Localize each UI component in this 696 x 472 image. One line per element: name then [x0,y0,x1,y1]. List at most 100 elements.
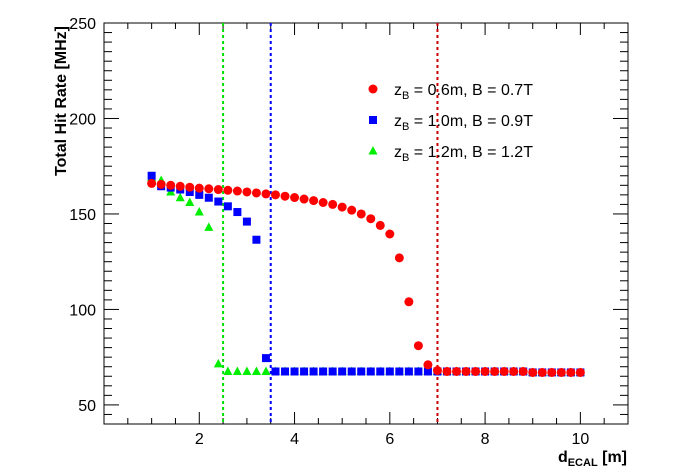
data-point [490,366,500,376]
y-tick-label: 50 [78,398,96,415]
data-point [423,367,432,376]
data-point [233,208,242,217]
data-point [556,367,566,377]
x-tick-label: 6 [385,431,394,448]
data-point [328,367,337,376]
data-point [413,341,423,351]
y-axis-title: Total Hit Rate [MHz] [53,26,70,176]
x-axis-title-main: d [558,449,568,466]
data-point [223,366,233,375]
plot-frame [103,22,629,425]
legend-label-main: z [394,82,402,99]
data-point [185,182,195,192]
y-tick-label: 100 [69,302,96,319]
data-point [338,367,347,376]
data-point [385,367,394,376]
data-point [223,185,233,195]
data-point [290,193,300,203]
data-point [299,194,309,204]
data-point [537,367,547,377]
data-point [194,183,204,193]
y-tick-label: 250 [69,16,96,33]
data-point [232,186,242,196]
data-point [518,366,528,376]
data-point [452,366,462,376]
data-point [166,180,176,190]
legend-label: zB = 0.6m, B = 0.7T [394,82,533,102]
data-point [328,199,338,209]
data-point [204,222,214,231]
data-point [242,366,252,375]
data-point [242,187,252,197]
x-axis-title-sub: ECAL [568,457,598,469]
data-point [368,84,378,94]
x-tick-label: 10 [571,431,589,448]
data-point [309,367,318,376]
legend-label-sub: B [402,152,409,164]
data-point [185,187,194,196]
data-point [214,197,223,206]
data-point [204,193,213,202]
data-point [368,146,378,155]
data-point [442,366,452,376]
data-point [261,366,271,375]
data-point [356,209,366,219]
y-tick-labels: 50 100 150 200 250 [69,16,96,415]
data-point [528,367,538,377]
data-point [347,367,356,376]
legend-label-main: z [394,144,402,161]
data-point [185,197,195,206]
data-point [270,190,280,200]
data-point [376,367,385,376]
data-point [366,214,376,224]
series-triangle [147,172,585,376]
data-point [175,181,185,191]
data-point [281,367,290,376]
data-point [213,185,223,195]
legend-label-sub: B [402,90,409,102]
data-point [242,217,251,226]
data-point [547,367,557,377]
data-point [271,367,280,376]
threshold-lines [222,23,439,424]
data-point [509,366,519,376]
data-point [337,202,347,212]
data-point [375,220,385,230]
data-point [404,297,414,307]
data-point [366,367,375,376]
data-point [280,191,290,201]
y-tick-label: 200 [69,111,96,128]
data-point [175,192,185,202]
data-point [347,205,357,215]
legend-label-rest: = 0.6m, B = 0.7T [409,82,533,99]
data-point [261,354,270,363]
data-point [480,366,490,376]
data-point [319,367,328,376]
data-point [423,360,433,370]
x-axis-title-unit: [m] [598,449,627,466]
x-axis-title: dECAL [m] [558,449,627,469]
data-point [156,179,166,189]
x-tick-label: 2 [195,431,204,448]
y-tick-label: 150 [69,207,96,224]
data-point [223,202,232,211]
data-point [232,366,242,375]
legend-label-rest: = 1.0m, B = 0.9T [409,113,533,130]
data-point [357,367,366,376]
axis-ticks [104,22,628,424]
data-point [385,229,395,239]
data-point [309,196,319,206]
data-point [395,367,404,376]
legend-label-sub: B [402,121,409,133]
data-point [195,190,204,199]
data-point [566,367,576,377]
series-square [147,171,585,377]
data-point [204,184,214,194]
series-circle [147,178,585,377]
data-point [147,171,156,180]
data-point [318,197,328,207]
data-point [147,178,157,188]
data-point [213,358,223,368]
